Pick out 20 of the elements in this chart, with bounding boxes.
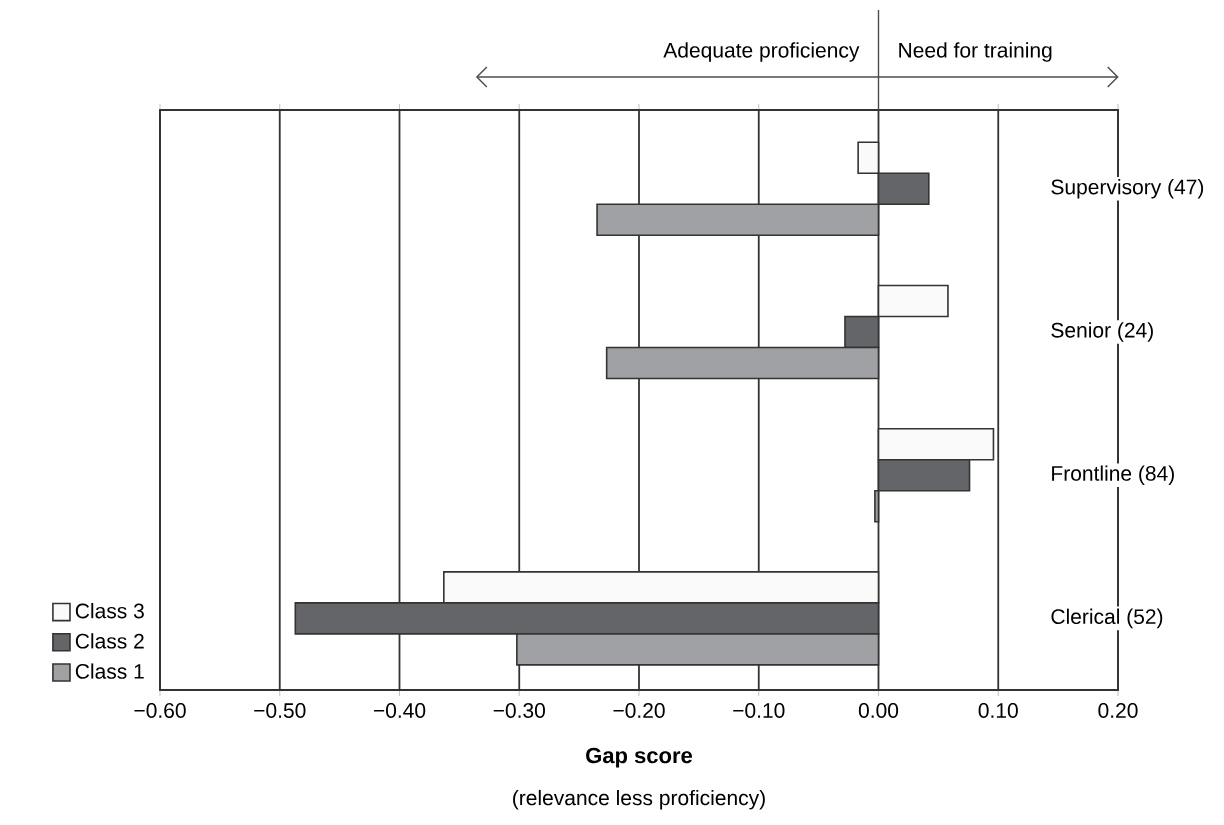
x-tick-label: −0.20	[613, 703, 665, 718]
legend-label: Class 2	[75, 633, 144, 649]
y-tick-label: Senior (24)	[1051, 322, 1153, 342]
y-tick-label: Supervisory (47)	[1051, 178, 1204, 199]
x-tick-label: −0.30	[493, 703, 545, 718]
x-tick-label: −0.60	[134, 703, 186, 718]
x-tick-label: 0.00	[858, 703, 899, 718]
text: Adequate proficiency	[663, 42, 860, 62]
y-tick-label: Frontline (84)	[1052, 465, 1174, 485]
x-tick-label: −0.40	[373, 703, 426, 718]
x-tick-label: 0.20	[1098, 703, 1138, 718]
text: Need for training	[899, 42, 1052, 62]
legend-label: Class 3	[75, 602, 144, 619]
text: (relevance less proficiency)	[513, 789, 765, 810]
x-tick-label: −0.50	[254, 703, 306, 718]
y-tick-label: Clerical (52)	[1051, 608, 1163, 629]
x-tick-label: −0.10	[733, 703, 785, 718]
legend-label: Class 1	[75, 663, 144, 679]
x-tick-label: 0.10	[978, 703, 1018, 718]
x-axis-title: Gap score	[586, 747, 693, 768]
